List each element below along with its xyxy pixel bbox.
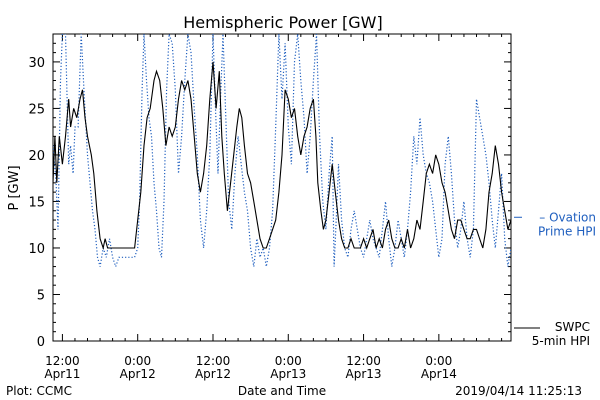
- x-tick-date-label: Apr11: [44, 367, 80, 381]
- y-tick-label: 15: [28, 195, 45, 210]
- x-tick-time-label: 12:00: [346, 354, 381, 368]
- x-tick-date-label: Apr14: [421, 367, 457, 381]
- plot-credit: Plot: CCMC: [6, 384, 72, 398]
- y-tick-label: 20: [28, 149, 45, 164]
- legend-label-ovation: – Ovation: [539, 210, 596, 224]
- series-line-ovation: [53, 34, 511, 269]
- x-tick-time-label: 0:00: [425, 354, 452, 368]
- x-tick-date-label: Apr12: [195, 367, 231, 381]
- legend-label-ovation-2: Prime HPI: [538, 224, 596, 238]
- x-tick-date-label: Apr13: [270, 367, 306, 381]
- chart-title: Hemispheric Power [GW]: [183, 13, 382, 32]
- x-tick-time-label: 12:00: [196, 354, 231, 368]
- x-tick-time-label: 0:00: [124, 354, 151, 368]
- legend-label-swpc-2: 5-min HPI: [532, 334, 590, 348]
- legend-label-swpc: SWPC: [555, 320, 590, 334]
- plot-layer: 05101520253012:00Apr110:00Apr1212:00Apr1…: [28, 33, 596, 381]
- x-axis-label: Date and Time: [238, 384, 326, 398]
- x-tick-time-label: 12:00: [45, 354, 80, 368]
- timestamp: 2019/04/14 11:25:13: [455, 384, 582, 398]
- x-tick-date-label: Apr12: [120, 367, 156, 381]
- y-tick-label: 25: [28, 102, 45, 117]
- y-tick-label: 0: [37, 335, 45, 350]
- y-axis-label: P [GW]: [7, 165, 22, 210]
- series-line-swpc: [53, 61, 511, 251]
- x-tick-date-label: Apr13: [346, 367, 382, 381]
- plot-frame: [52, 33, 512, 342]
- y-tick-label: 30: [28, 56, 45, 71]
- y-tick-label: 5: [37, 288, 45, 303]
- y-tick-label: 10: [28, 242, 45, 257]
- x-tick-time-label: 0:00: [275, 354, 302, 368]
